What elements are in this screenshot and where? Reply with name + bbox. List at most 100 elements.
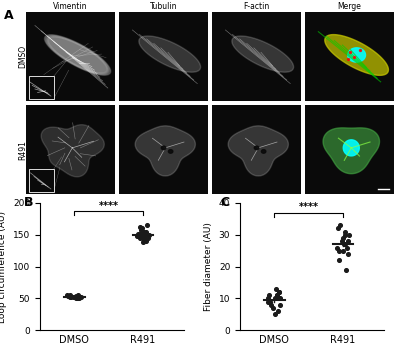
- Point: [142, 229, 149, 234]
- Point: [138, 227, 144, 233]
- Polygon shape: [261, 150, 266, 153]
- Polygon shape: [254, 146, 259, 150]
- Point: [137, 235, 143, 241]
- Point: [142, 233, 148, 238]
- Point: [140, 240, 146, 245]
- Point: [276, 295, 283, 301]
- Point: [140, 233, 147, 239]
- Text: C: C: [220, 196, 229, 209]
- Polygon shape: [228, 126, 288, 176]
- Y-axis label: Fiber diameter (AU): Fiber diameter (AU): [204, 222, 213, 311]
- Point: [342, 241, 348, 247]
- Point: [334, 245, 340, 250]
- Polygon shape: [343, 140, 359, 156]
- Point: [340, 248, 346, 254]
- Point: [344, 251, 351, 257]
- Point: [335, 226, 342, 231]
- Polygon shape: [47, 36, 108, 74]
- Point: [268, 302, 274, 308]
- Point: [344, 56, 351, 61]
- Polygon shape: [46, 35, 110, 75]
- Y-axis label: Loop circumference (AU): Loop circumference (AU): [0, 211, 8, 323]
- Point: [71, 294, 78, 299]
- Point: [67, 294, 74, 300]
- Point: [342, 232, 348, 237]
- Point: [64, 292, 71, 298]
- Point: [73, 293, 79, 299]
- Title: Merge: Merge: [338, 2, 362, 11]
- Point: [145, 235, 152, 241]
- Polygon shape: [135, 126, 195, 176]
- Point: [66, 293, 72, 299]
- Point: [351, 54, 357, 60]
- Point: [139, 226, 145, 231]
- Point: [336, 223, 343, 228]
- Polygon shape: [48, 37, 107, 73]
- Point: [357, 47, 363, 52]
- Point: [340, 235, 346, 241]
- Point: [346, 50, 353, 55]
- Point: [64, 293, 71, 299]
- Point: [75, 295, 82, 301]
- Bar: [29, 169, 54, 192]
- Polygon shape: [325, 35, 388, 75]
- Point: [137, 224, 143, 230]
- Title: Tubulin: Tubulin: [150, 2, 177, 11]
- Point: [274, 292, 280, 298]
- Point: [336, 257, 342, 263]
- Point: [276, 289, 282, 295]
- Point: [265, 299, 271, 304]
- Point: [135, 231, 141, 236]
- Point: [75, 295, 81, 301]
- Point: [339, 238, 346, 244]
- Polygon shape: [46, 36, 109, 74]
- Point: [144, 223, 150, 228]
- Title: Vimentin: Vimentin: [53, 2, 88, 11]
- Polygon shape: [45, 35, 110, 75]
- Point: [274, 292, 280, 298]
- Point: [344, 238, 351, 244]
- Point: [275, 295, 281, 301]
- Point: [266, 292, 272, 298]
- Point: [275, 309, 281, 314]
- Point: [265, 295, 271, 301]
- Point: [139, 234, 145, 239]
- Point: [140, 230, 146, 236]
- Point: [346, 232, 352, 237]
- Title: F-actin: F-actin: [243, 2, 270, 11]
- Point: [267, 299, 273, 304]
- Point: [276, 302, 283, 308]
- Text: ****: ****: [298, 202, 318, 212]
- Point: [74, 292, 81, 298]
- Point: [67, 292, 73, 297]
- Point: [342, 229, 348, 234]
- Point: [73, 295, 79, 301]
- Point: [141, 229, 148, 234]
- Polygon shape: [46, 35, 109, 74]
- Point: [77, 294, 84, 300]
- Polygon shape: [168, 150, 173, 153]
- Point: [75, 294, 81, 300]
- Point: [276, 289, 282, 295]
- Text: B: B: [24, 196, 34, 209]
- Point: [271, 295, 278, 301]
- Polygon shape: [232, 36, 294, 72]
- Point: [137, 231, 144, 236]
- Point: [270, 305, 276, 311]
- Bar: [29, 76, 54, 99]
- Text: A: A: [4, 9, 14, 22]
- Point: [74, 295, 80, 301]
- Point: [66, 294, 73, 299]
- Polygon shape: [48, 36, 108, 74]
- Point: [273, 286, 280, 292]
- Polygon shape: [48, 37, 107, 73]
- Polygon shape: [139, 36, 200, 72]
- Polygon shape: [41, 125, 104, 177]
- Polygon shape: [323, 128, 380, 174]
- Point: [272, 312, 279, 317]
- Point: [340, 241, 347, 247]
- Point: [336, 248, 343, 254]
- Y-axis label: R491: R491: [19, 140, 28, 160]
- Point: [143, 238, 149, 244]
- Text: ****: ****: [98, 201, 118, 211]
